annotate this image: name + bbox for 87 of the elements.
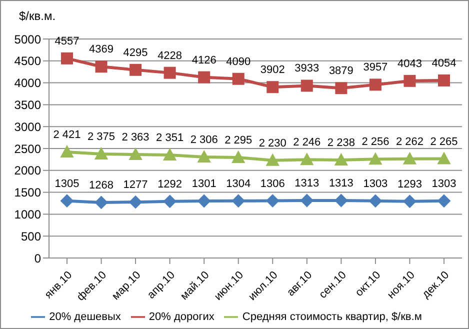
point xyxy=(164,66,176,79)
data-label: 2 421 xyxy=(53,128,81,141)
point xyxy=(198,194,211,208)
data-label: 2 246 xyxy=(293,136,321,149)
data-label: 2 306 xyxy=(190,134,218,146)
point xyxy=(94,147,108,160)
data-label: 3902 xyxy=(260,64,285,76)
data-label: 2 265 xyxy=(430,136,458,148)
y-tick-label: 3500 xyxy=(14,98,42,112)
data-label: 4126 xyxy=(192,54,216,66)
data-label: 4043 xyxy=(397,58,422,70)
data-label: 4295 xyxy=(123,46,148,59)
point xyxy=(404,74,416,87)
point xyxy=(163,148,176,161)
data-label: 1303 xyxy=(432,178,456,190)
point xyxy=(266,154,280,166)
point xyxy=(438,194,450,208)
point xyxy=(130,64,142,76)
point xyxy=(198,150,211,162)
point xyxy=(129,148,142,160)
data-label: 1292 xyxy=(158,178,182,190)
point xyxy=(335,82,348,94)
point xyxy=(403,194,416,208)
legend-label: Средняя стоимость квартир, $/кв.м xyxy=(242,310,422,323)
data-label: 4054 xyxy=(432,57,456,70)
data-label: 3957 xyxy=(363,62,388,74)
point xyxy=(334,194,348,207)
data-label: 1277 xyxy=(123,179,148,192)
point xyxy=(300,194,314,207)
point xyxy=(368,152,382,165)
data-label: 1313 xyxy=(294,177,320,190)
data-label: 1313 xyxy=(328,177,354,190)
data-label: 1303 xyxy=(363,178,388,190)
y-tick-label: 1500 xyxy=(14,186,42,200)
data-label: 2 238 xyxy=(327,136,355,149)
point xyxy=(129,196,142,209)
point xyxy=(94,196,108,209)
point xyxy=(232,194,245,208)
data-label: 2 295 xyxy=(224,134,252,146)
legend-label: 20% дорогих xyxy=(148,310,214,323)
data-label: 1268 xyxy=(89,179,114,192)
point xyxy=(368,194,382,208)
data-label: 4557 xyxy=(54,35,80,48)
data-label: 1305 xyxy=(54,178,80,190)
data-label: 2 230 xyxy=(258,137,286,150)
point xyxy=(369,78,382,91)
y-tick-label: 1000 xyxy=(14,207,42,222)
legend-label: 20% дешевых xyxy=(49,310,121,323)
data-label: 1306 xyxy=(260,178,285,190)
point xyxy=(300,80,313,92)
y-tick-label: 0 xyxy=(34,251,42,266)
y-tick-label: 3000 xyxy=(14,120,42,134)
point xyxy=(334,153,348,166)
point xyxy=(61,52,73,64)
data-label: 2 351 xyxy=(156,132,184,144)
data-label: 2 262 xyxy=(396,136,424,148)
data-label: 1293 xyxy=(397,178,422,190)
point xyxy=(300,153,314,166)
point xyxy=(60,145,74,158)
y-tick-label: 4000 xyxy=(14,76,42,90)
point xyxy=(95,60,108,73)
data-label: 4228 xyxy=(158,50,182,62)
data-label: 3933 xyxy=(294,62,320,75)
y-axis-title: $/кв.м. xyxy=(19,9,56,23)
data-label: 4369 xyxy=(89,44,114,56)
y-tick-label: 500 xyxy=(20,229,42,244)
point xyxy=(438,74,450,86)
y-tick-label: 4500 xyxy=(14,54,42,68)
data-label: 4090 xyxy=(226,56,251,68)
point xyxy=(266,81,279,94)
point xyxy=(266,194,280,208)
point xyxy=(403,152,416,164)
point xyxy=(60,194,74,208)
y-tick-label: 2000 xyxy=(14,164,42,178)
y-tick-label: 2500 xyxy=(14,142,42,156)
point xyxy=(438,152,450,164)
point xyxy=(163,194,176,208)
data-label: 1304 xyxy=(226,178,251,190)
data-label: 2 363 xyxy=(122,132,150,144)
point xyxy=(232,150,245,163)
point xyxy=(232,72,244,85)
point xyxy=(198,71,210,84)
y-tick-label: 5000 xyxy=(14,32,42,46)
data-label: 2 256 xyxy=(362,136,390,148)
data-label: 1301 xyxy=(192,178,216,190)
data-label: 2 375 xyxy=(88,130,116,143)
data-label: 3879 xyxy=(328,65,354,78)
